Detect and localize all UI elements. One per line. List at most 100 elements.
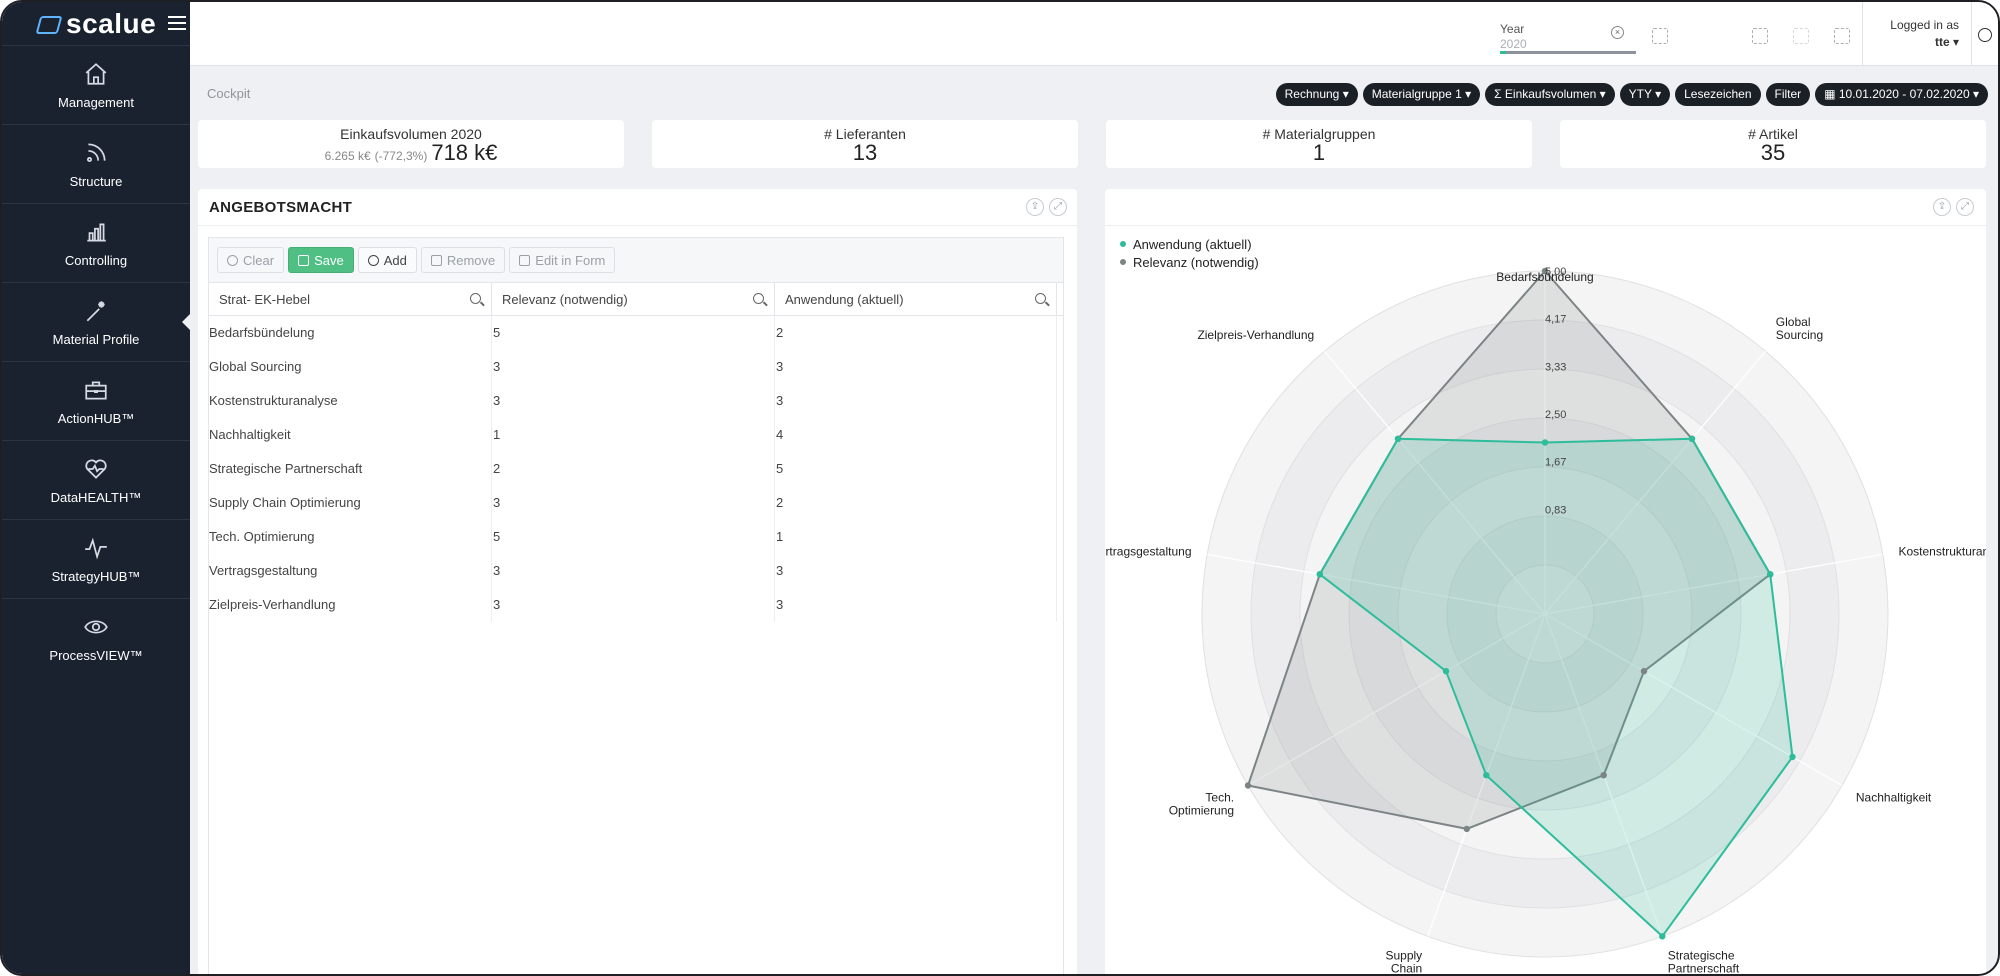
table-row[interactable]: Bedarfsbündelung 5 2 [209, 316, 1063, 350]
data-point-relevanz [1541, 267, 1549, 275]
sidebar-item-structure[interactable]: Structure [2, 125, 190, 204]
table-row[interactable]: Strategische Partnerschaft 2 5 [209, 452, 1063, 486]
globe-icon[interactable] [1978, 28, 1992, 42]
table-cell[interactable]: 2 [492, 452, 775, 486]
radar-chart: 0,83 1,67 2,50 3,33 4,17 5,00Bedarfsbündelung… [1105, 266, 1986, 975]
kpi-change: (-772,3%) [374, 149, 428, 163]
column-header-hebel[interactable]: Strat- EK-Hebel [209, 283, 492, 315]
category-label-line: Zielpreis-Verhandlung [1197, 328, 1314, 342]
legend-item-relevanz[interactable]: Relevanz (notwendig) [1120, 253, 1259, 271]
year-field[interactable]: Year 2020 [1500, 22, 1636, 54]
table-row[interactable]: Supply Chain Optimierung 3 2 [209, 486, 1063, 520]
table-cell[interactable]: 3 [775, 384, 1057, 418]
kpi-artikel[interactable]: # Artikel 35 [1560, 120, 1986, 168]
table-row[interactable]: Zielpreis-Verhandlung 3 3 [209, 588, 1063, 622]
grid-body: Bedarfsbündelung 5 2 Global Sourcing 3 3 Koste… [209, 316, 1063, 622]
filter-chips: Rechnung ▾ Materialgruppe 1 ▾ Σ Einkaufs… [1275, 83, 1988, 106]
table-cell[interactable]: Supply Chain Optimierung [209, 486, 492, 520]
table-cell[interactable]: Nachhaltigkeit [209, 418, 492, 452]
zoom-selection-icon[interactable] [1652, 28, 1668, 44]
table-cell[interactable]: 3 [492, 588, 775, 622]
export-icon[interactable]: ⇪ [1026, 198, 1044, 216]
radial-tick-label: 1,67 [1545, 456, 1566, 468]
table-cell[interactable]: 3 [492, 554, 775, 588]
table-cell[interactable]: Bedarfsbündelung [209, 316, 492, 350]
sidebar-item-label: Structure [69, 173, 123, 189]
export-icon[interactable]: ⇪ [1933, 198, 1951, 216]
column-header-relevanz[interactable]: Relevanz (notwendig) [492, 283, 775, 315]
clear-selection-icon[interactable] [1834, 28, 1850, 44]
remove-button[interactable]: Remove [420, 247, 506, 273]
table-cell[interactable]: Kostenstrukturanalyse [209, 384, 492, 418]
filter-chip-yty[interactable]: YTY ▾ [1619, 83, 1671, 106]
table-row[interactable]: Vertragsgestaltung 3 3 [209, 554, 1063, 588]
search-icon[interactable] [1035, 293, 1046, 304]
table-cell[interactable]: 3 [492, 350, 775, 384]
table-cell[interactable]: 5 [492, 316, 775, 350]
save-button[interactable]: Save [288, 247, 354, 273]
bookmarks-button[interactable]: Lesezeichen [1675, 83, 1761, 106]
table-cell[interactable]: Strategische Partnerschaft [209, 452, 492, 486]
sidebar-item-processview[interactable]: ProcessVIEW™ [2, 599, 190, 678]
expand-icon[interactable]: ⤢ [1956, 198, 1974, 216]
table-cell[interactable]: 3 [775, 588, 1057, 622]
undo-selection-icon[interactable] [1752, 28, 1768, 44]
table-cell[interactable]: 3 [775, 554, 1057, 588]
table-cell[interactable]: 2 [775, 316, 1057, 350]
legend-item-anwendung[interactable]: Anwendung (aktuell) [1120, 235, 1259, 253]
user-menu[interactable]: Logged in as tte ▾ [1862, 2, 1972, 66]
breadcrumb[interactable]: Cockpit [207, 86, 251, 101]
table-cell[interactable]: 3 [775, 350, 1057, 384]
table-cell[interactable]: Vertragsgestaltung [209, 554, 492, 588]
table-cell[interactable]: 2 [775, 486, 1057, 520]
sidebar-item-material-profile[interactable]: Material Profile [2, 283, 191, 362]
search-icon[interactable] [470, 293, 481, 304]
table-row[interactable]: Kostenstrukturanalyse 3 3 [209, 384, 1063, 418]
table-cell[interactable]: 1 [775, 520, 1057, 554]
home-icon [85, 62, 107, 85]
table-cell[interactable]: 3 [492, 384, 775, 418]
date-range-picker[interactable]: ▦ 10.01.2020 - 07.02.2020 ▾ [1815, 83, 1988, 106]
category-label-line: Partnerschaft [1668, 961, 1740, 975]
hamburger-menu-icon[interactable] [168, 14, 186, 32]
table-row[interactable]: Tech. Optimierung 5 1 [209, 520, 1063, 554]
redo-selection-icon[interactable] [1793, 28, 1809, 44]
table-cell[interactable]: 5 [492, 520, 775, 554]
sidebar-item-management[interactable]: Management [2, 46, 190, 125]
column-header-anwendung[interactable]: Anwendung (aktuell) [775, 283, 1057, 315]
data-point-relevanz [1463, 825, 1470, 833]
expand-icon[interactable]: ⤢ [1049, 198, 1067, 216]
filter-chip-materialgruppe[interactable]: Materialgruppe 1 ▾ [1362, 83, 1481, 106]
filter-chip-einkaufsvolumen[interactable]: Σ Einkaufsvolumen ▾ [1485, 83, 1615, 106]
sidebar-item-label: Material Profile [52, 331, 140, 347]
table-row[interactable]: Nachhaltigkeit 1 4 [209, 418, 1063, 452]
table-cell[interactable]: 1 [492, 418, 775, 452]
table-cell[interactable]: 5 [775, 452, 1057, 486]
clear-button[interactable]: Clear [217, 247, 285, 273]
add-button[interactable]: Add [357, 247, 417, 273]
kpi-materialgruppen[interactable]: # Materialgruppen 1 [1106, 120, 1532, 168]
kpi-einkaufsvolumen[interactable]: Einkaufsvolumen 2020 6.265 k€ (-772,3%) … [198, 120, 624, 168]
table-cell[interactable]: 3 [492, 486, 775, 520]
clear-year-icon[interactable]: × [1611, 26, 1624, 39]
search-icon[interactable] [753, 293, 764, 304]
table-cell[interactable]: 4 [775, 418, 1057, 452]
data-point-relevanz [1640, 668, 1648, 675]
sidebar-item-controlling[interactable]: Controlling [2, 204, 190, 283]
filter-button[interactable]: Filter [1765, 83, 1811, 106]
category-label-line: Optimierung [1169, 804, 1234, 818]
sidebar-item-strategyhub[interactable]: StrategyHUB™ [2, 520, 190, 599]
table-cell[interactable]: Tech. Optimierung [209, 520, 492, 554]
sidebar-item-datahealth[interactable]: DataHEALTH™ [2, 441, 190, 520]
table-cell[interactable]: Zielpreis-Verhandlung [209, 588, 492, 622]
data-point-anwendung [1688, 435, 1696, 442]
kpi-lieferanten[interactable]: # Lieferanten 13 [652, 120, 1078, 168]
table-row[interactable]: Global Sourcing 3 3 [209, 350, 1063, 384]
year-input[interactable]: 2020 [1500, 37, 1527, 51]
filter-chip-rechnung[interactable]: Rechnung ▾ [1275, 83, 1358, 106]
table-cell[interactable]: Global Sourcing [209, 350, 492, 384]
brand-logo[interactable]: scalue [35, 8, 156, 40]
edit-in-form-button[interactable]: Edit in Form [509, 247, 616, 273]
category-label: Vertragsgestaltung [1105, 545, 1192, 559]
sidebar-item-actionhub[interactable]: ActionHUB™ [2, 362, 190, 441]
